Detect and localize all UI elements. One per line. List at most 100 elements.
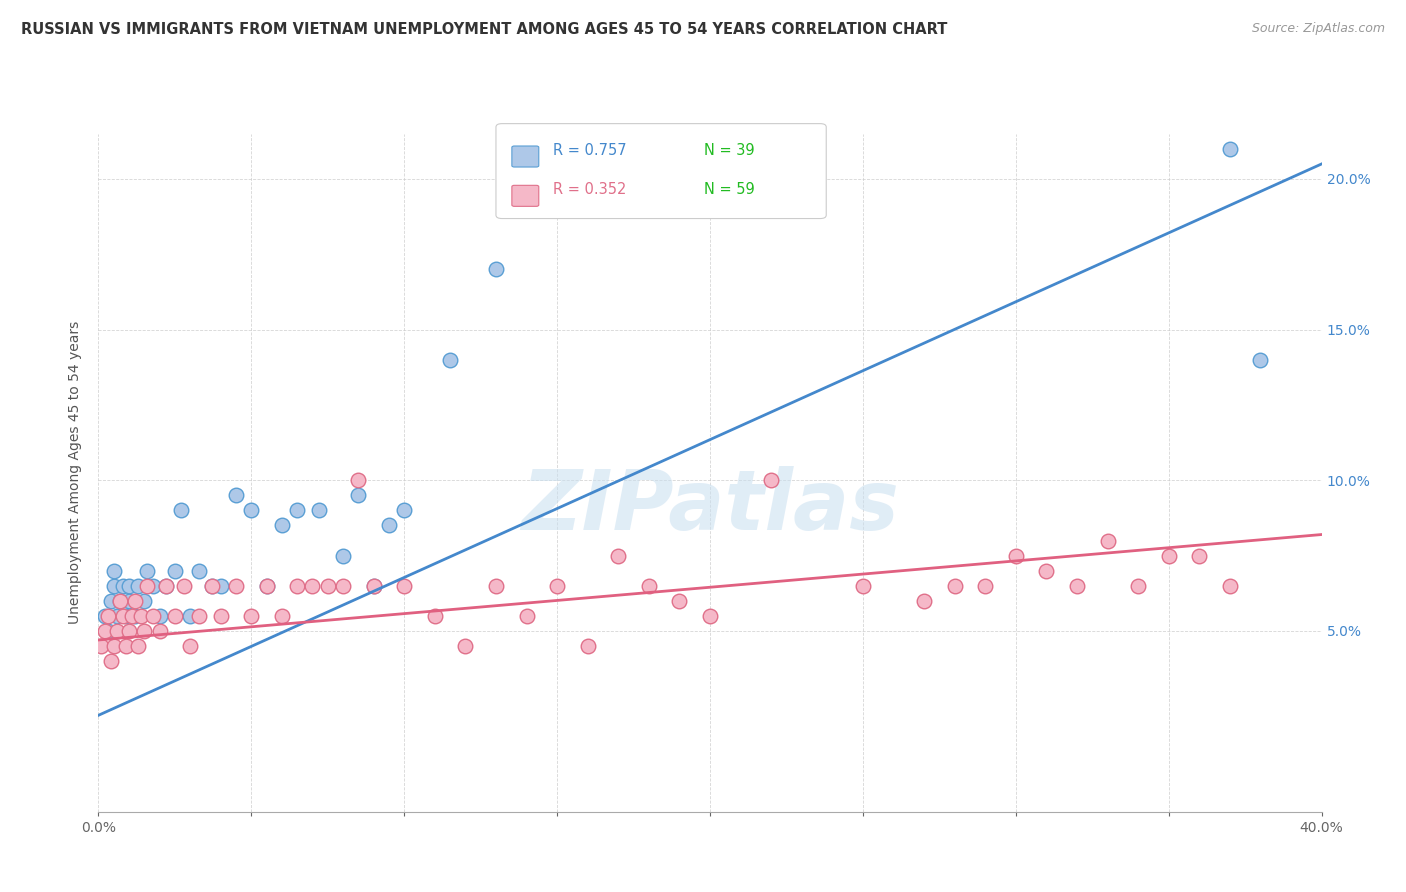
Text: Source: ZipAtlas.com: Source: ZipAtlas.com — [1251, 22, 1385, 36]
Point — [127, 579, 149, 593]
Point — [668, 594, 690, 608]
Point — [454, 639, 477, 653]
Point — [256, 579, 278, 593]
Text: RUSSIAN VS IMMIGRANTS FROM VIETNAM UNEMPLOYMENT AMONG AGES 45 TO 54 YEARS CORREL: RUSSIAN VS IMMIGRANTS FROM VIETNAM UNEMP… — [21, 22, 948, 37]
Point — [439, 352, 461, 367]
Text: R = 0.757: R = 0.757 — [554, 144, 627, 158]
Point — [285, 579, 308, 593]
Point — [637, 579, 661, 593]
Point — [285, 503, 308, 517]
Text: N = 59: N = 59 — [704, 182, 755, 197]
Point — [179, 639, 201, 653]
Point — [142, 579, 165, 593]
Point — [90, 639, 112, 653]
Point — [173, 579, 195, 593]
Point — [270, 608, 292, 623]
Point — [149, 608, 172, 623]
Point — [170, 503, 193, 517]
Point — [93, 624, 115, 638]
FancyBboxPatch shape — [512, 186, 538, 206]
Point — [852, 579, 875, 593]
Point — [1035, 564, 1057, 578]
Point — [363, 579, 385, 593]
Point — [188, 608, 211, 623]
Point — [100, 654, 122, 668]
Point — [332, 549, 354, 563]
Point — [115, 639, 138, 653]
Point — [136, 564, 159, 578]
Point — [1219, 579, 1241, 593]
Point — [392, 503, 416, 517]
Y-axis label: Unemployment Among Ages 45 to 54 years: Unemployment Among Ages 45 to 54 years — [69, 321, 83, 624]
Point — [121, 608, 143, 623]
Point — [155, 579, 177, 593]
Point — [363, 579, 385, 593]
Point — [127, 639, 149, 653]
Point — [105, 608, 128, 623]
Point — [1219, 142, 1241, 156]
Point — [209, 608, 232, 623]
FancyBboxPatch shape — [512, 146, 538, 167]
FancyBboxPatch shape — [496, 124, 827, 219]
Point — [943, 579, 966, 593]
Point — [301, 579, 323, 593]
Point — [699, 608, 721, 623]
Point — [270, 518, 292, 533]
Point — [546, 579, 568, 593]
Point — [316, 579, 339, 593]
Point — [149, 624, 172, 638]
Point — [1249, 352, 1271, 367]
Text: ZIPatlas: ZIPatlas — [522, 467, 898, 547]
Point — [256, 579, 278, 593]
Point — [111, 608, 134, 623]
Point — [225, 579, 247, 593]
Point — [347, 488, 370, 502]
Point — [108, 594, 131, 608]
Point — [105, 624, 128, 638]
Point — [347, 473, 370, 487]
Point — [93, 608, 115, 623]
Point — [209, 579, 232, 593]
Point — [163, 564, 186, 578]
Text: R = 0.352: R = 0.352 — [554, 182, 627, 197]
Point — [103, 564, 125, 578]
Point — [103, 579, 125, 593]
Point — [200, 579, 222, 593]
Point — [179, 608, 201, 623]
Point — [516, 608, 538, 623]
Point — [308, 503, 330, 517]
Point — [100, 594, 122, 608]
Point — [155, 579, 177, 593]
Point — [240, 608, 263, 623]
Point — [134, 624, 156, 638]
Point — [607, 549, 630, 563]
Point — [1004, 549, 1026, 563]
Point — [118, 594, 141, 608]
Point — [423, 608, 446, 623]
Point — [118, 624, 141, 638]
Point — [1066, 579, 1088, 593]
Point — [97, 624, 120, 638]
Point — [332, 579, 354, 593]
Point — [97, 608, 120, 623]
Point — [188, 564, 211, 578]
Point — [225, 488, 247, 502]
Point — [1188, 549, 1211, 563]
Point — [576, 639, 599, 653]
Point — [129, 608, 152, 623]
Point — [142, 608, 165, 623]
Point — [115, 608, 138, 623]
Point — [124, 608, 146, 623]
Point — [912, 594, 935, 608]
Point — [163, 608, 186, 623]
Point — [1128, 579, 1150, 593]
Point — [378, 518, 401, 533]
Point — [124, 594, 146, 608]
Point — [240, 503, 263, 517]
Point — [392, 579, 416, 593]
Point — [759, 473, 782, 487]
Point — [974, 579, 997, 593]
Point — [111, 579, 134, 593]
Legend: Russians, Immigrants from Vietnam: Russians, Immigrants from Vietnam — [538, 887, 882, 892]
Point — [108, 594, 131, 608]
